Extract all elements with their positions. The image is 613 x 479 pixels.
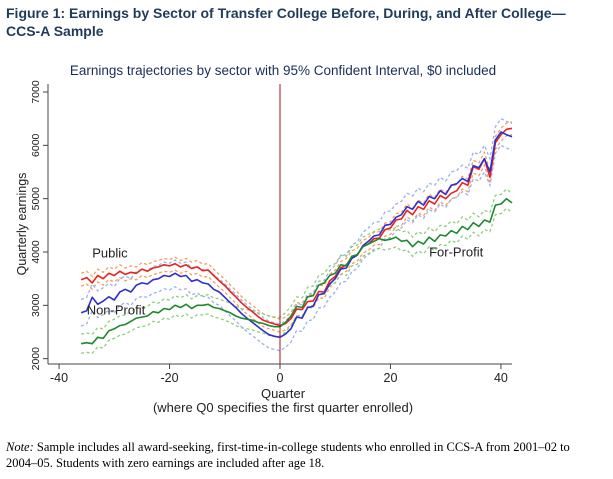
non-profit-line bbox=[80, 131, 513, 339]
x-tick-label: 20 bbox=[384, 371, 398, 385]
note-text-line2: 2004–05. Students with zero earnings are… bbox=[6, 456, 325, 470]
note-text-line1: Sample includes all award-seeking, first… bbox=[36, 440, 570, 454]
y-tick-label: 4000 bbox=[30, 240, 42, 264]
y-tick-label: 3000 bbox=[30, 293, 42, 317]
axes: -40 -20 0 20 40 2000 3000 4000 5000 6000 7000 bbox=[30, 80, 512, 385]
for-profit-ci-lower bbox=[80, 207, 513, 355]
figure-title-line2: CCS-A Sample bbox=[6, 23, 104, 39]
for-profit-series-label: For-Profit bbox=[429, 244, 484, 259]
y-tick-label: 5000 bbox=[30, 187, 42, 211]
non-profit-series-label: Non-Profit bbox=[87, 302, 146, 317]
note-label: Note: bbox=[6, 440, 34, 454]
figure-title-line1: Figure 1: Earnings by Sector of Transfer… bbox=[6, 5, 566, 21]
for-profit-ci-upper bbox=[80, 188, 513, 335]
x-axis-label: Quarter bbox=[261, 386, 306, 401]
earnings-chart: Earnings trajectories by sector with 95%… bbox=[4, 49, 604, 427]
public-series-label: Public bbox=[92, 245, 128, 260]
x-tick-label: -20 bbox=[160, 371, 178, 385]
y-tick-label: 7000 bbox=[30, 80, 42, 104]
series-lines bbox=[80, 127, 513, 345]
figure-title: Figure 1: Earnings by Sector of Transfer… bbox=[6, 4, 606, 40]
chart-title: Earnings trajectories by sector with 95%… bbox=[70, 63, 496, 78]
x-tick-label: -40 bbox=[50, 371, 68, 385]
series-labels: Public Non-Profit For-Profit bbox=[87, 244, 484, 317]
x-axis-sublabel: (where Q0 specifies the first quarter en… bbox=[153, 400, 413, 415]
public-line bbox=[80, 127, 513, 327]
y-axis-label: Quarterly earnings bbox=[15, 173, 29, 276]
x-tick-label: 0 bbox=[277, 371, 284, 385]
x-tick-label: 40 bbox=[494, 371, 508, 385]
confidence-bands bbox=[80, 117, 513, 355]
for-profit-line bbox=[80, 197, 513, 345]
y-tick-label: 6000 bbox=[30, 133, 42, 157]
y-tick-label: 2000 bbox=[30, 347, 42, 371]
figure-note: Note: Sample includes all award-seeking,… bbox=[6, 439, 610, 471]
chart-frame: Earnings trajectories by sector with 95%… bbox=[4, 49, 604, 427]
